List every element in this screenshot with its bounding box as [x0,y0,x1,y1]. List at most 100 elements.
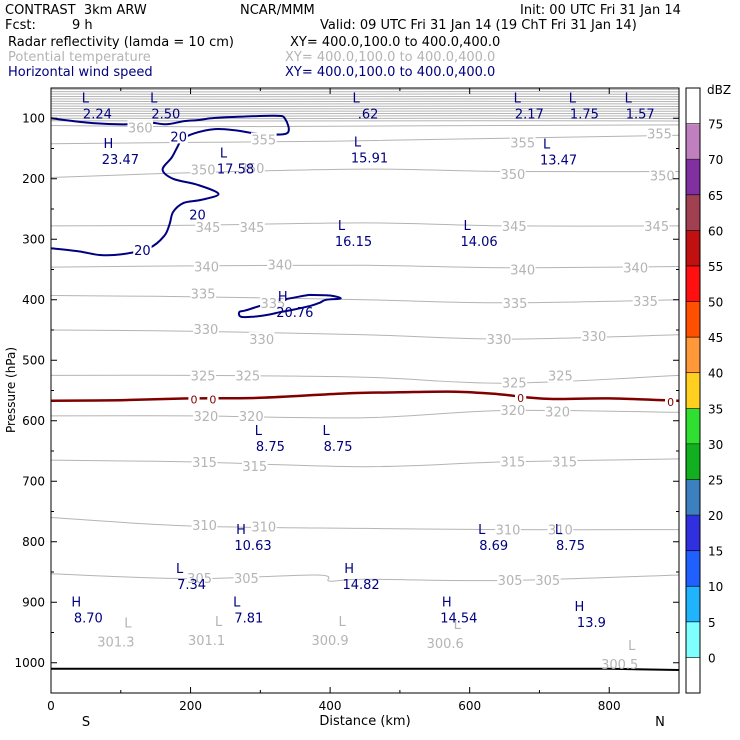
wind-extremum-value: 7.34 [177,578,206,593]
wind-extremum-marker: L [338,219,346,234]
wind-extremum-value: 17.58 [217,162,254,177]
theta-label: 350 [191,164,216,179]
wind-extremum-value: 8.75 [324,440,353,455]
theta-label-bg [239,220,265,235]
wind-extremum-value: 7.81 [234,611,263,626]
x-tick-label: 0 [47,699,55,713]
theta-label: 325 [191,369,216,384]
theta-label-bg [193,321,219,336]
reflectivity-label: 0 [209,393,216,406]
theta-label: 340 [194,261,219,276]
y-tick-label: 600 [22,414,45,428]
wind-extremum-marker: L [176,562,184,577]
theta-label: 320 [500,404,525,419]
x-axis-label: Distance (km) [319,714,410,729]
theta-label-bg [193,408,219,423]
wind-extremum-marker: L [82,91,90,106]
wind-extremum-value: 8.75 [256,440,285,455]
theta-label-bg [632,294,659,308]
y-tick-label: 900 [22,595,45,609]
colorbar-tick-label: 45 [708,331,723,345]
y-tick-label: 100 [22,111,45,125]
wind-extremum-value: 8.69 [479,539,508,554]
wind-extremum-value: 20.76 [276,306,313,321]
wind-extremum-marker: L [569,91,577,106]
wind-extremum-value: 23.47 [102,153,139,168]
wind-extremum-value: 16.15 [335,235,372,250]
theta-label-bg [622,260,649,275]
colorbar-tick-label: 10 [708,580,723,594]
wind-extremum-marker: L [555,523,563,538]
colorbar-swatch [686,372,700,409]
theta-min-value: 300.9 [311,634,348,649]
ground-line [51,667,680,671]
theta-label: 320 [239,410,264,425]
theta-min-value: 301.1 [188,634,225,649]
theta-label: 350 [500,168,525,183]
x-axis-left-end: S [82,715,90,730]
y-tick-label: 500 [22,353,45,367]
theta-contours [50,124,680,582]
theta-label-bg [500,454,526,469]
y-tick-label: 300 [22,232,45,246]
theta-label: 330 [581,330,606,345]
colorbar-tick-label: 0 [708,651,716,665]
model-title: CONTRAST 3km ARW [5,3,147,18]
theta-label-bg [193,259,220,274]
org-label: NCAR/MMM [240,3,315,18]
reflectivity-label-bg [188,391,200,406]
theta-label-bg [235,368,261,383]
colorbar-swatch [686,621,700,658]
wind-extremum-marker: L [220,146,228,161]
reflectivity-label: 0 [517,392,524,405]
theta-contour-320 [50,409,680,419]
theta-contour-315 [50,458,680,468]
x-tick-label: 400 [319,699,342,713]
theta-min-value: 301.3 [97,636,134,651]
colorbar-swatch [686,230,700,267]
theta-label: 325 [235,369,260,384]
x-tick-label: 800 [598,699,621,713]
theta-label-bg [535,572,561,587]
theta-label-bg [190,162,216,177]
wind-extremum-marker: L [233,595,241,610]
theta-label: 345 [196,221,221,236]
theta-label-bg [547,368,574,383]
wind-extremum-marker: H [442,595,452,610]
theta-contour-345 [50,222,680,227]
colorbar-unit: dBZ [707,83,731,97]
colorbar-tick-label: 60 [708,224,723,238]
theta-label-bg [500,166,526,181]
theta-label-bg [649,168,676,183]
theta-min-marker: L [215,615,223,630]
y-tick-label: 800 [22,535,45,549]
theta-label: 315 [192,456,217,471]
theta-label: 345 [502,220,527,235]
theta-label-bg [238,408,265,423]
theta-label-bg [509,135,536,150]
reflectivity-label-bg [515,390,527,405]
colorbar-swatch [686,550,700,587]
theta-label: 325 [548,369,573,384]
colorbar: 0 5 10 15 20 25 30 35 40 45 50 55 60 65 70 75 [685,87,723,694]
theta-label-bg [191,517,218,532]
field-reflectivity-xy: XY= 400.0,100.0 to 400.0,400.0 [290,35,501,50]
colorbar-swatch [686,337,700,374]
valid-time: Valid: 09 UTC Fri 31 Jan 14 (19 ChT Fri … [320,18,637,33]
theta-label: 345 [644,220,669,235]
theta-label: 305 [187,572,212,587]
wind-contour-label: 20 [134,244,151,259]
field-wind-name: Horizontal wind speed [8,65,153,80]
colorbar-swatch [686,515,700,552]
theta-label: 345 [240,221,265,236]
theta-contour-350 [50,168,680,178]
wind-extremum-value: 8.75 [556,539,585,554]
theta-label-bg [646,126,673,141]
theta-label: 335 [503,297,528,312]
theta-label: 355 [251,133,276,148]
wind-extremum-marker: L [352,91,360,106]
theta-contour-355 [50,134,680,145]
wind-contour-label: 20 [170,130,187,145]
theta-label-bg [500,402,526,417]
colorbar-frame [685,87,701,694]
